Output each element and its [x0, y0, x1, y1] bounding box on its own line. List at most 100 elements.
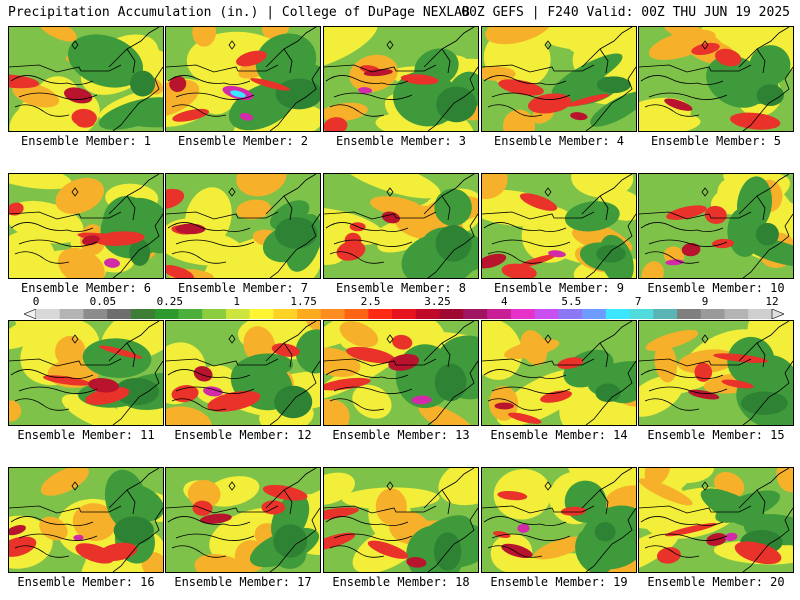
- state-line-east: [599, 48, 609, 74]
- lake-shore-south: [171, 104, 227, 117]
- diamond-marker: [228, 481, 236, 491]
- diamond-marker: [701, 40, 709, 50]
- diamond-marker: [71, 40, 79, 50]
- lake-shore-south: [487, 398, 543, 411]
- lake-erie-shore: [648, 239, 728, 247]
- member-caption: Ensemble Member: 18: [332, 575, 470, 589]
- member-caption: Ensemble Member: 7: [177, 281, 309, 295]
- lake-shore-south: [329, 398, 385, 411]
- precip-map: [638, 467, 794, 573]
- precip-map: [323, 173, 479, 279]
- state-line-east: [126, 342, 136, 368]
- colorbar-segment: [249, 309, 274, 319]
- atlantic-coast: [427, 507, 478, 572]
- precip-map: [481, 467, 637, 573]
- st-lawrence-coast: [581, 174, 633, 215]
- atlantic-coast: [269, 213, 320, 278]
- st-lawrence-coast: [738, 174, 790, 215]
- lake-shore-south: [644, 251, 700, 264]
- st-lawrence-coast: [581, 321, 633, 362]
- colorbar-tick-label: 7: [634, 295, 642, 308]
- atlantic-coast: [742, 66, 793, 131]
- colorbar-segment: [439, 309, 464, 319]
- atlantic-coast: [742, 360, 793, 425]
- us-canada-border: [9, 358, 122, 367]
- colorbar-segment: [59, 309, 84, 319]
- lake-shore-south: [171, 398, 227, 411]
- precip-map: [165, 467, 321, 573]
- member-caption: Ensemble Member: 8: [335, 281, 467, 295]
- precip-map: [323, 467, 479, 573]
- great-lakes-shore: [10, 516, 94, 526]
- colorbar-tick-label: 12: [765, 295, 779, 308]
- st-lawrence-coast: [265, 321, 317, 362]
- lake-erie-shore: [491, 239, 571, 247]
- great-lakes-shore: [640, 222, 724, 232]
- lake-shore-south: [14, 545, 70, 558]
- member-caption: Ensemble Member: 17: [174, 575, 312, 589]
- state-line-east: [283, 195, 293, 221]
- member-caption: Ensemble Member: 16: [17, 575, 155, 589]
- atlantic-coast: [112, 66, 163, 131]
- st-lawrence-coast: [581, 468, 633, 509]
- diamond-marker: [228, 40, 236, 50]
- colorbar-segment: [534, 309, 559, 319]
- colorbar-segment: [724, 309, 749, 319]
- us-canada-border: [324, 211, 437, 220]
- precip-map: [8, 26, 164, 132]
- atlantic-coast: [427, 360, 478, 425]
- atlantic-coast: [269, 360, 320, 425]
- great-lakes-shore: [483, 222, 567, 232]
- colorbar-segment: [415, 309, 441, 319]
- lake-erie-shore: [18, 92, 98, 100]
- us-canada-border: [639, 64, 752, 73]
- colorbar-tick-label: 1: [233, 295, 241, 308]
- colorbar-min-arrow: [24, 309, 37, 319]
- precip-map: [323, 26, 479, 132]
- great-lakes-shore: [325, 369, 409, 379]
- colorbar-segment: [582, 309, 607, 319]
- st-lawrence-coast: [108, 468, 160, 509]
- lake-erie-shore: [648, 386, 728, 394]
- us-canada-border: [639, 211, 752, 220]
- atlantic-coast: [269, 507, 320, 572]
- lake-erie-shore: [333, 386, 413, 394]
- member-caption: Ensemble Member: 19: [490, 575, 628, 589]
- lake-erie-shore: [175, 533, 255, 541]
- great-lakes-shore: [10, 369, 94, 379]
- lake-erie-shore: [648, 92, 728, 100]
- atlantic-coast: [427, 66, 478, 131]
- colorbar-segment: [202, 309, 227, 319]
- colorbar-max-arrow: [771, 309, 784, 319]
- state-line-east: [126, 48, 136, 74]
- great-lakes-shore: [325, 222, 409, 232]
- colorbar-segment: [107, 309, 132, 319]
- st-lawrence-coast: [738, 468, 790, 509]
- lake-shore-south: [329, 104, 385, 117]
- state-line-east: [283, 342, 293, 368]
- us-canada-border: [639, 505, 752, 514]
- header-title: Precipitation Accumulation (in.) | Colle…: [8, 5, 470, 20]
- diamond-marker: [71, 334, 79, 344]
- state-line-east: [599, 489, 609, 515]
- colorbar-legend: 0 0.05 0.25 1 1.75 2.5 3.25 4 5.5 7 9 12: [24, 296, 784, 320]
- colorbar-tick-label: 5.5: [561, 295, 582, 308]
- diamond-marker: [71, 481, 79, 491]
- us-canada-border: [482, 358, 595, 367]
- us-canada-border: [324, 505, 437, 514]
- member-caption: Ensemble Member: 11: [17, 428, 155, 442]
- lake-shore-south: [644, 545, 700, 558]
- us-canada-border: [482, 505, 595, 514]
- lake-shore-south: [14, 398, 70, 411]
- st-lawrence-coast: [108, 174, 160, 215]
- colorbar-segment: [558, 309, 583, 319]
- diamond-marker: [544, 40, 552, 50]
- colorbar-segment: [130, 309, 156, 319]
- precip-map: [638, 320, 794, 426]
- diamond-marker: [228, 187, 236, 197]
- great-lakes-shore: [325, 75, 409, 85]
- member-caption: Ensemble Member: 6: [20, 281, 152, 295]
- great-lakes-shore: [167, 75, 251, 85]
- member-caption: Ensemble Member: 20: [647, 575, 785, 589]
- member-caption: Ensemble Member: 9: [493, 281, 625, 295]
